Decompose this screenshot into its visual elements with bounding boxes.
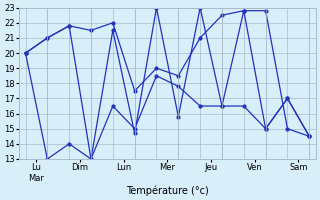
- X-axis label: Température (°c): Température (°c): [126, 185, 209, 196]
